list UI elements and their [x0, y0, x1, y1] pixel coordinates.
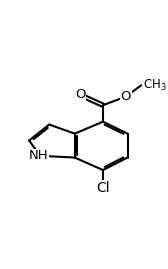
Text: NH: NH — [29, 149, 48, 162]
Text: O: O — [75, 89, 86, 101]
Text: CH$_3$: CH$_3$ — [143, 78, 166, 93]
Text: Cl: Cl — [96, 181, 110, 195]
Text: O: O — [120, 90, 131, 103]
